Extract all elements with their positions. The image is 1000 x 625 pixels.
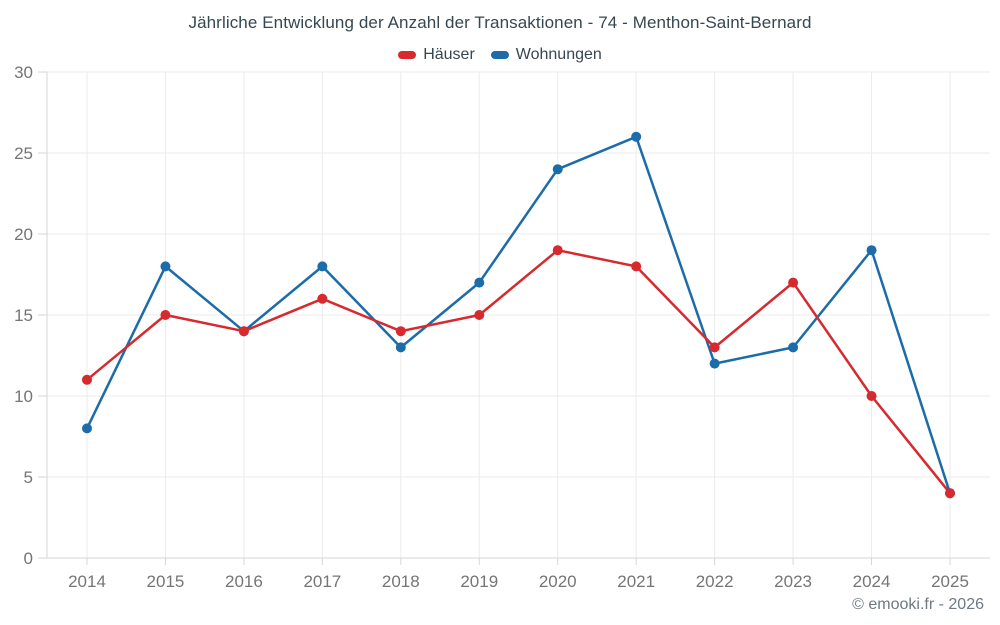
svg-text:2014: 2014 [68,572,106,591]
svg-text:2017: 2017 [303,572,341,591]
legend-label-wohnungen: Wohnungen [515,46,602,63]
chart-legend: Häuser Wohnungen [0,46,1000,64]
svg-text:10: 10 [14,387,33,406]
svg-text:2025: 2025 [931,572,969,591]
copyright-footer: © emooki.fr - 2026 [852,596,984,613]
hauser-swatch-icon [398,51,417,59]
chart-title: Jährliche Entwicklung der Anzahl der Tra… [188,13,812,32]
legend-item-hauser[interactable]: Häuser [398,46,475,64]
svg-text:0: 0 [24,549,33,568]
svg-text:2020: 2020 [539,572,577,591]
svg-text:30: 30 [14,63,33,82]
svg-text:2024: 2024 [853,572,891,591]
legend-item-wohnungen[interactable]: Wohnungen [490,46,602,64]
wohnungen-swatch-icon [490,51,509,59]
svg-text:20: 20 [14,225,33,244]
svg-text:2018: 2018 [382,572,420,591]
svg-text:2015: 2015 [147,572,185,591]
svg-text:2016: 2016 [225,572,263,591]
svg-text:5: 5 [24,468,33,487]
svg-text:2022: 2022 [696,572,734,591]
svg-text:15: 15 [14,306,33,325]
svg-text:2019: 2019 [460,572,498,591]
svg-text:2021: 2021 [617,572,655,591]
svg-text:2023: 2023 [774,572,812,591]
legend-label-hauser: Häuser [423,46,475,63]
svg-text:25: 25 [14,144,33,163]
